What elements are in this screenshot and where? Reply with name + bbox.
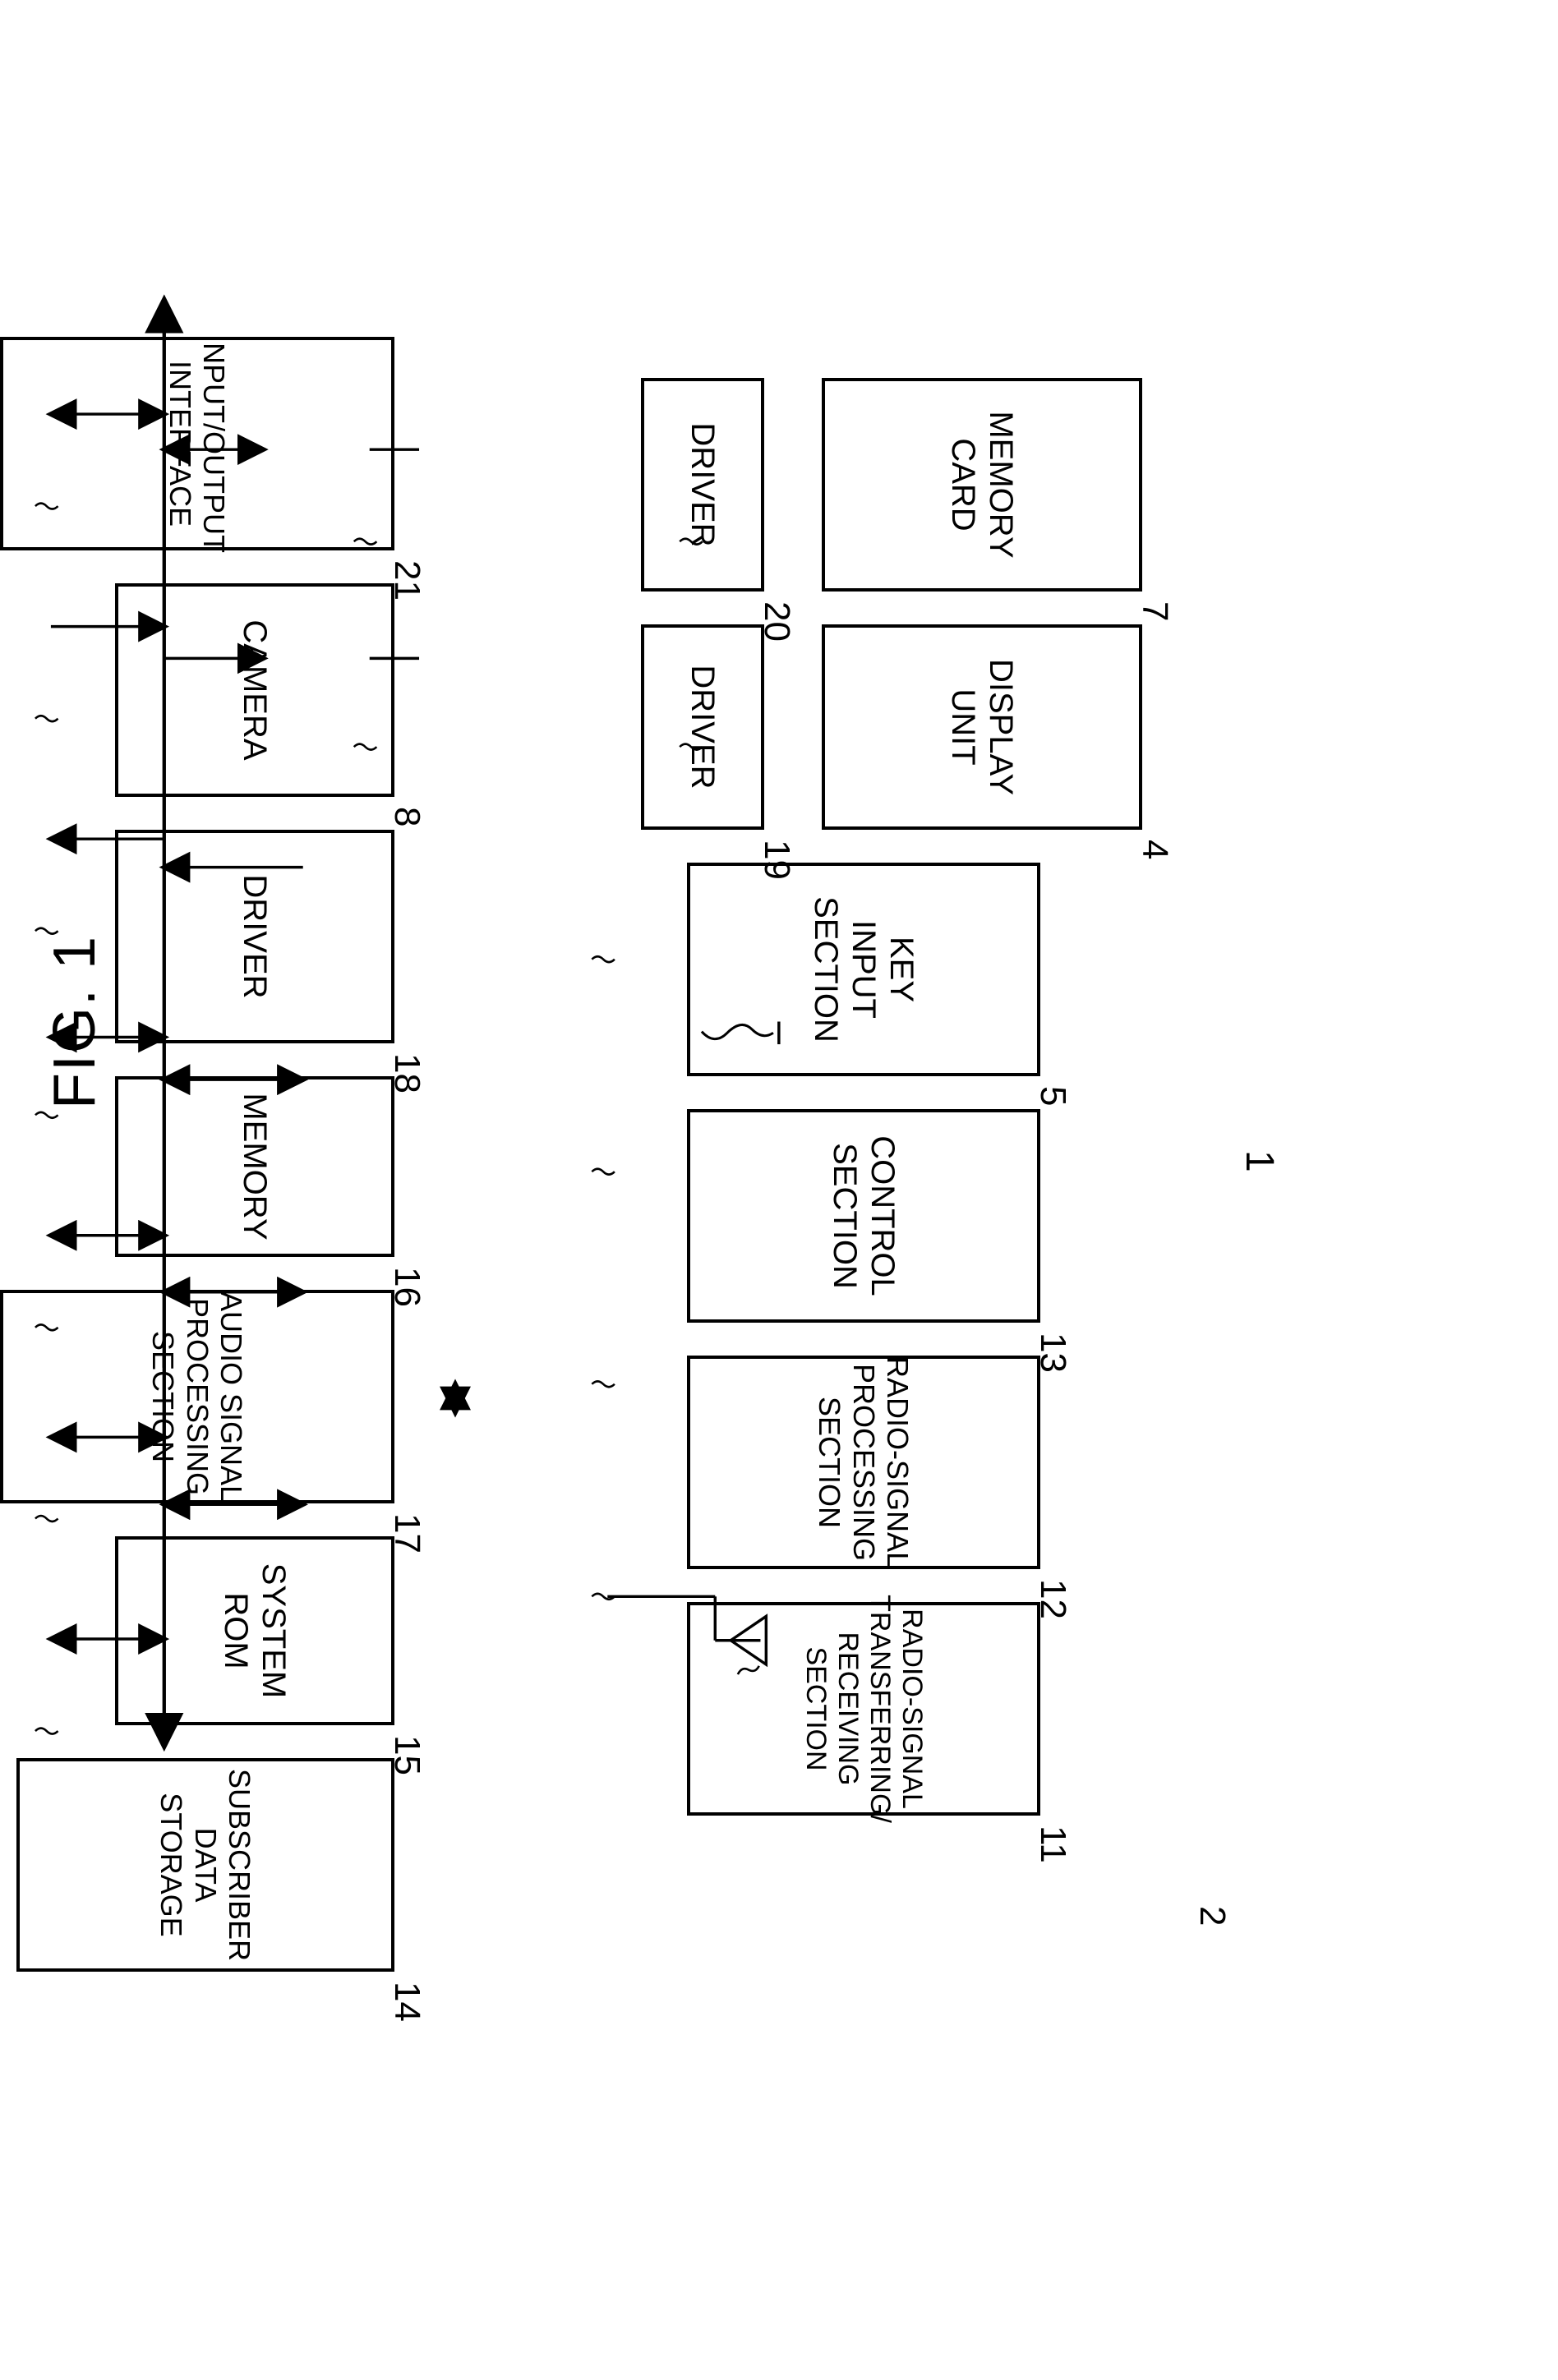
camera-label: CAMERA <box>236 619 274 760</box>
memory-block: MEMORY <box>115 1076 394 1257</box>
driver20-label: DRIVER <box>684 422 721 546</box>
subscriber-label: SUBSCRIBER DATA STORAGE <box>154 1769 256 1961</box>
radio-trx-block: RADIO-SIGNAL TRANSFERRING/ RECEIVING SEC… <box>687 1602 1040 1816</box>
ref-12: 12 <box>1032 1579 1073 1619</box>
memory-card-block: MEMORY CARD <box>822 378 1142 592</box>
ref-18: 18 <box>386 1053 427 1093</box>
driver18-label: DRIVER <box>236 874 274 998</box>
ref-16: 16 <box>386 1267 427 1307</box>
ref-4: 4 <box>1134 840 1175 859</box>
audio-proc-block: AUDIO SIGNAL PROCESSING SECTION <box>0 1290 394 1503</box>
control-block: CONTROL SECTION <box>687 1109 1040 1323</box>
radio-proc-block: RADIO-SIGNAL PROCESSING SECTION <box>687 1356 1040 1569</box>
driver18-block: DRIVER <box>115 830 394 1043</box>
audio-proc-label: AUDIO SIGNAL PROCESSING SECTION <box>146 1291 248 1502</box>
memory-label: MEMORY <box>236 1093 274 1240</box>
control-label: CONTROL SECTION <box>826 1135 901 1296</box>
radio-proc-label: RADIO-SIGNAL PROCESSING SECTION <box>813 1356 915 1568</box>
ref-19: 19 <box>756 840 797 880</box>
display-unit-label: DISPLAY UNIT <box>944 659 1020 795</box>
ref-8: 8 <box>386 807 427 826</box>
device-ref: 1 <box>1237 1150 1282 1172</box>
camera-block: CAMERA <box>115 583 394 797</box>
system-rom-label: SYSTEM ROM <box>217 1563 293 1698</box>
ref-13: 13 <box>1032 1333 1073 1373</box>
memory-card-label: MEMORY CARD <box>944 411 1020 558</box>
key-input-block: KEY INPUT SECTION <box>687 863 1040 1076</box>
ref-20: 20 <box>756 601 797 642</box>
ref-11: 11 <box>1032 1825 1073 1863</box>
ref-17: 17 <box>386 1513 427 1554</box>
diagram-canvas: FIG. 1 1 MEMORY CARD DISPLAY UNIT KEY IN… <box>0 0 1558 2380</box>
ref-21: 21 <box>386 560 427 601</box>
ref-14: 14 <box>386 1982 427 2022</box>
system-rom-block: SYSTEM ROM <box>115 1536 394 1725</box>
ref-5: 5 <box>1032 1086 1073 1106</box>
subscriber-block: SUBSCRIBER DATA STORAGE <box>16 1758 394 1972</box>
rotated-diagram: 1 MEMORY CARD DISPLAY UNIT KEY INPUT SEC… <box>0 230 1397 2037</box>
ref-15: 15 <box>386 1735 427 1775</box>
driver19-block: DRIVER <box>641 624 764 830</box>
display-unit-block: DISPLAY UNIT <box>822 624 1142 830</box>
radio-trx-label: RADIO-SIGNAL TRANSFERRING/ RECEIVING SEC… <box>800 1595 928 1823</box>
ref-2: 2 <box>1192 1906 1233 1926</box>
driver20-block: DRIVER <box>641 378 764 592</box>
driver19-label: DRIVER <box>684 665 721 789</box>
io-interface-label: INPUT/OUTPUT INTERFACE <box>164 334 232 553</box>
key-input-label: KEY INPUT SECTION <box>807 896 920 1043</box>
ref-7: 7 <box>1134 601 1175 621</box>
io-interface-block: INPUT/OUTPUT INTERFACE <box>0 337 394 550</box>
